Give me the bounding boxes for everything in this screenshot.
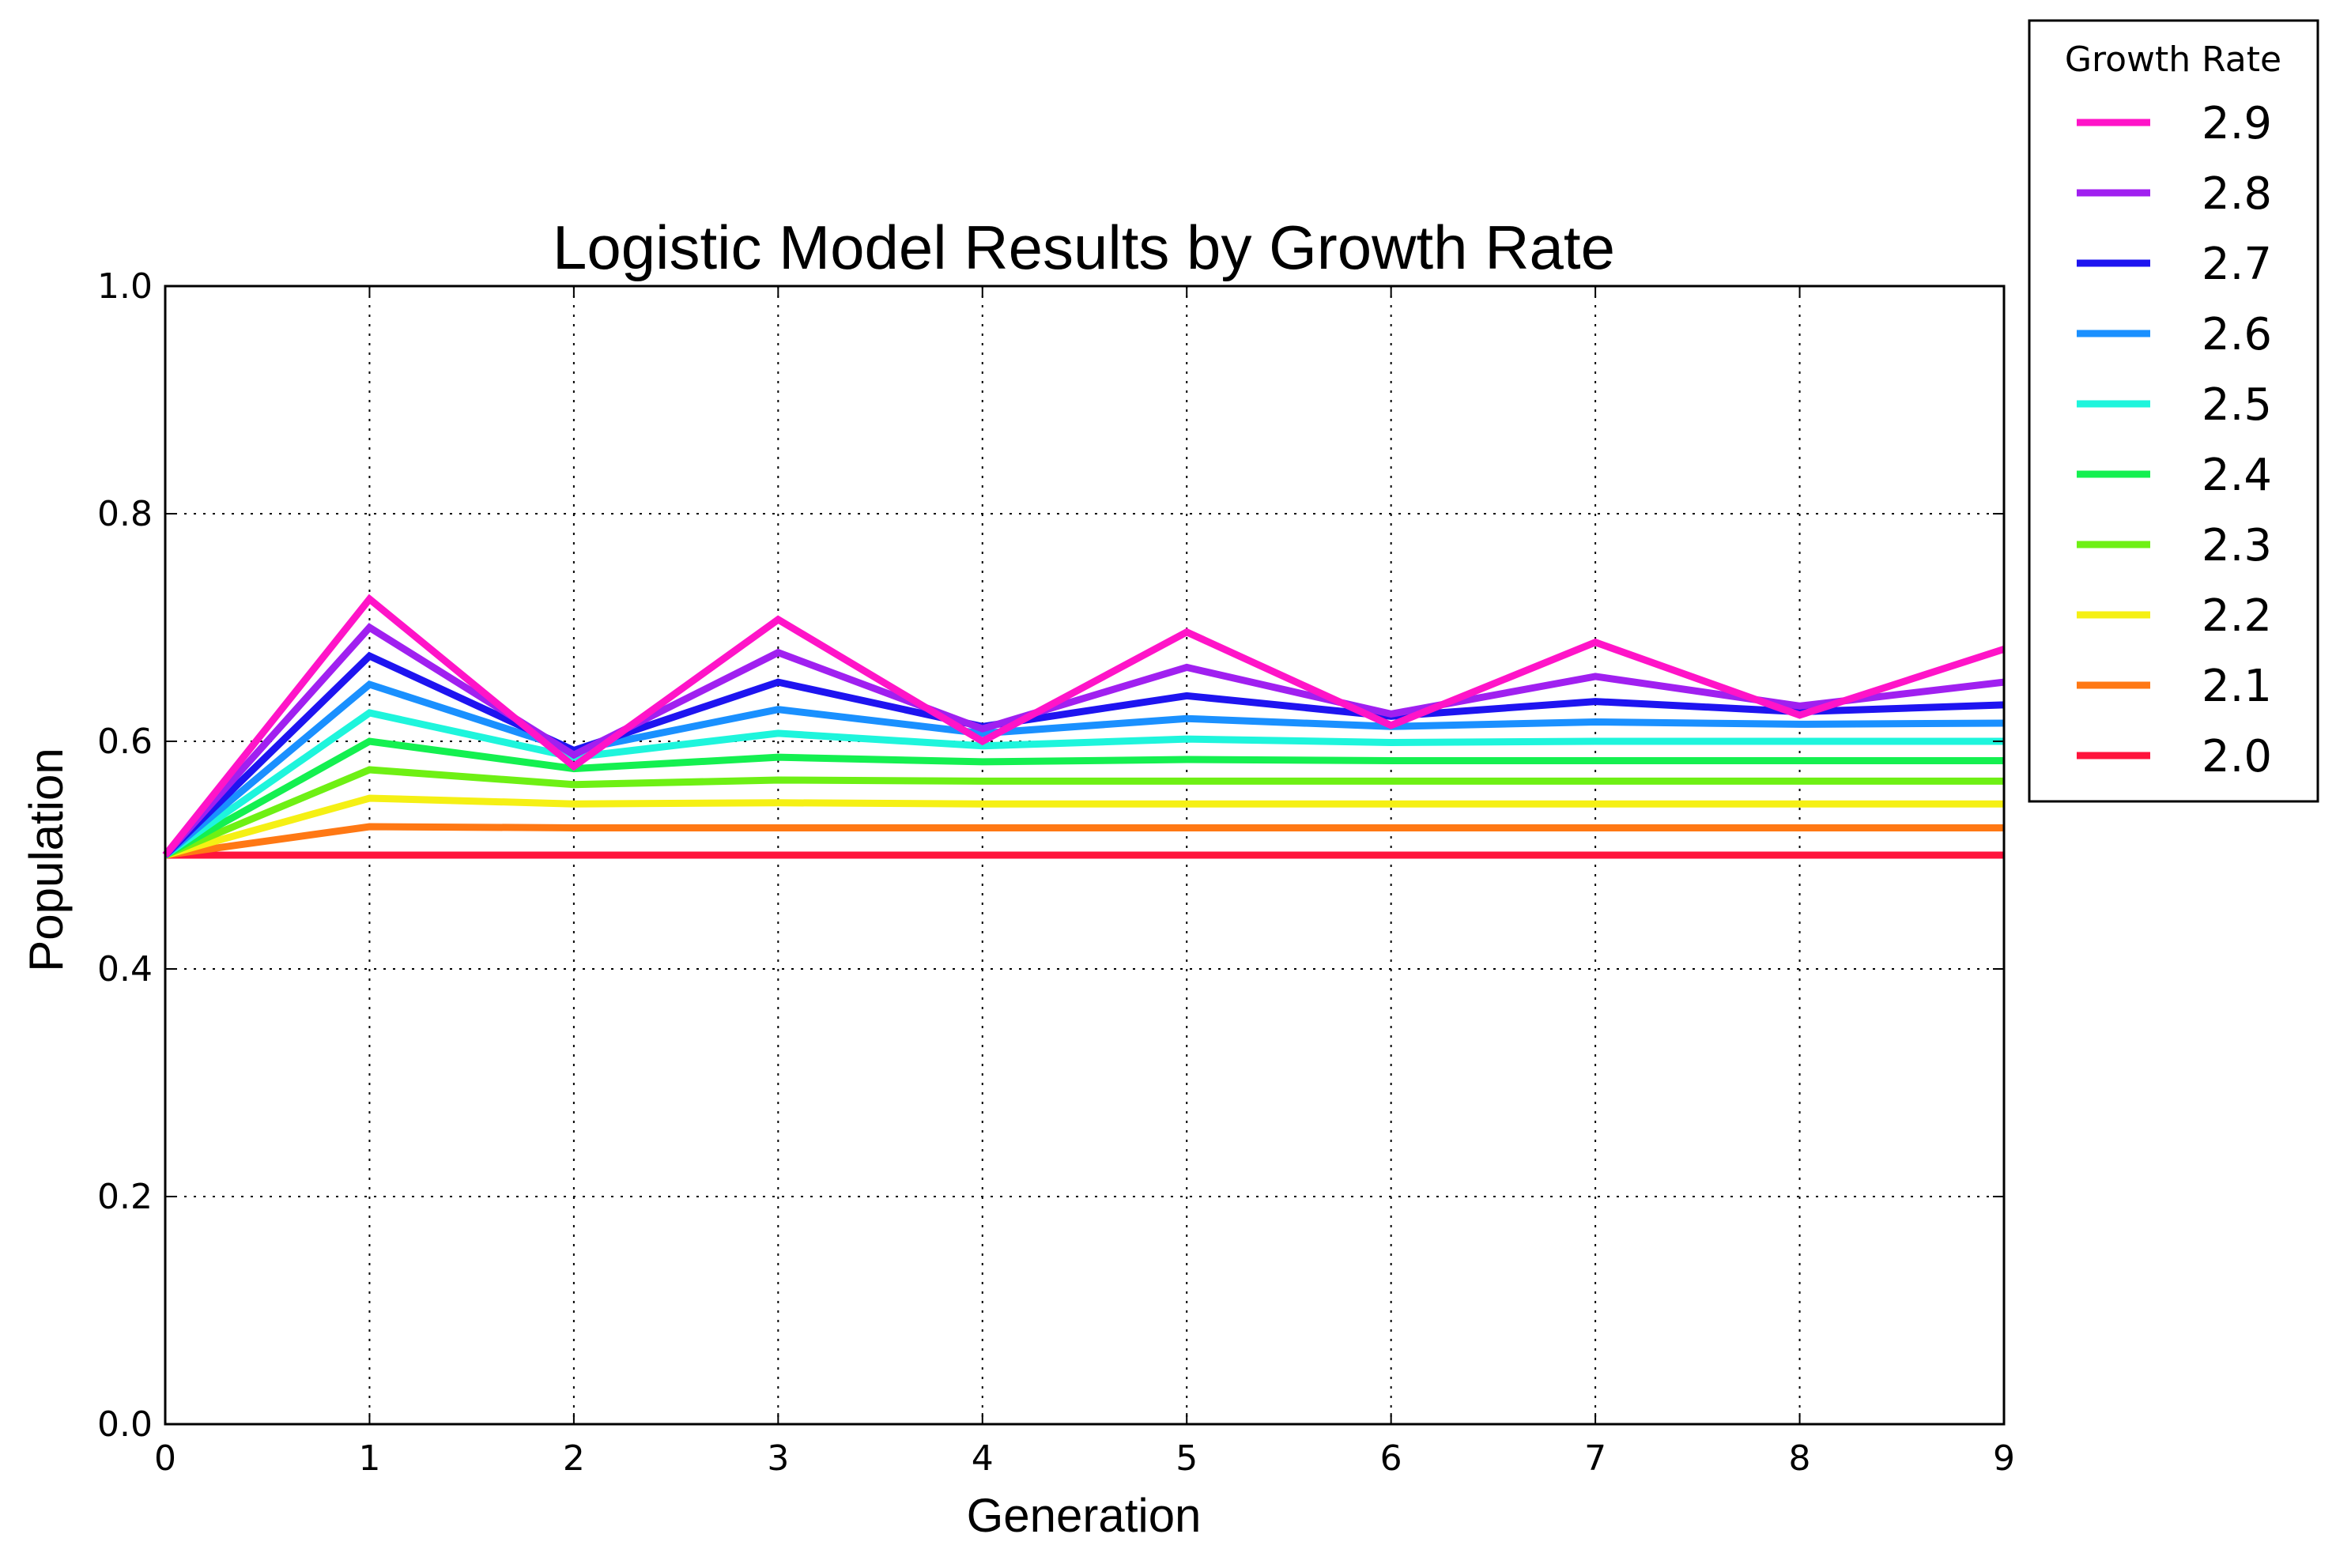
x-tick-label: 5 xyxy=(1176,1438,1198,1479)
y-tick-label: 1.0 xyxy=(97,266,153,307)
x-tick-label: 1 xyxy=(358,1438,380,1479)
ticks: 0 1 2 3 4 5 6 7 8 9 0.0 0.2 0.4 0.6 0.8 1.0 xyxy=(97,266,2015,1479)
legend-item: 2.5 xyxy=(2077,379,2272,431)
x-tick-label: 3 xyxy=(767,1438,789,1479)
plot-frame xyxy=(164,285,2006,1426)
x-tick-label: 8 xyxy=(1789,1438,1811,1479)
legend-item: 2.0 xyxy=(2077,731,2272,782)
legend-label: 2.9 xyxy=(2202,98,2272,149)
legend-label: 2.0 xyxy=(2202,731,2272,782)
series-line-2-1 xyxy=(164,823,2004,859)
x-tick-label: 0 xyxy=(154,1438,176,1479)
legend-item: 2.3 xyxy=(2077,520,2272,571)
legend-item: 2.6 xyxy=(2077,309,2272,360)
legend-label: 2.4 xyxy=(2202,450,2272,501)
series-line-2-6 xyxy=(163,680,2005,858)
legend-item: 2.7 xyxy=(2077,239,2272,290)
y-tick-label: 0.8 xyxy=(97,494,153,534)
legend-item: 2.9 xyxy=(2077,98,2272,149)
series-line-2-5 xyxy=(163,709,2004,858)
legend-label: 2.1 xyxy=(2202,661,2272,712)
series-line-2-7 xyxy=(162,651,2005,858)
x-tick-label: 4 xyxy=(972,1438,994,1479)
series-line-2-9 xyxy=(162,594,2006,858)
legend-item: 2.8 xyxy=(2077,168,2272,220)
legend-item: 2.4 xyxy=(2077,450,2272,501)
legend-label: 2.5 xyxy=(2202,379,2272,431)
legend: Growth Rate 2.92.82.72.62.52.42.32.22.12… xyxy=(2028,19,2319,803)
legend-title: Growth Rate xyxy=(2065,40,2281,80)
legend-label: 2.7 xyxy=(2202,239,2272,290)
chart-title: Logistic Model Results by Growth Rate xyxy=(553,213,1615,282)
y-tick-label: 0.6 xyxy=(97,722,153,762)
series-group xyxy=(162,594,2006,859)
y-tick-label: 0.4 xyxy=(97,949,153,989)
legend-box xyxy=(2028,19,2319,803)
legend-label: 2.6 xyxy=(2202,309,2272,360)
legend-label: 2.3 xyxy=(2202,520,2272,571)
series-line-2-3 xyxy=(164,766,2004,859)
y-tick-label: 0.0 xyxy=(97,1404,153,1445)
x-tick-label: 2 xyxy=(563,1438,585,1479)
legend-label: 2.8 xyxy=(2202,168,2272,220)
x-axis-label: Generation xyxy=(967,1489,1202,1542)
series-line-2-4 xyxy=(163,737,2004,858)
x-tick-label: 6 xyxy=(1380,1438,1402,1479)
y-axis-label: Population xyxy=(20,748,73,972)
series-line-2-2 xyxy=(164,794,2004,859)
series-line-2-8 xyxy=(162,623,2005,858)
x-tick-label: 7 xyxy=(1584,1438,1606,1479)
legend-label: 2.2 xyxy=(2202,590,2272,642)
x-tick-label: 9 xyxy=(1993,1438,2015,1479)
legend-items: 2.9 2.8 2.7 2.6 2.5 2.4 2.3 2.2 2.1 2.0 xyxy=(2077,98,2272,782)
y-tick-label: 0.2 xyxy=(97,1177,153,1217)
legend-item: 2.1 xyxy=(2077,661,2272,712)
legend-item: 2.2 xyxy=(2077,590,2272,642)
